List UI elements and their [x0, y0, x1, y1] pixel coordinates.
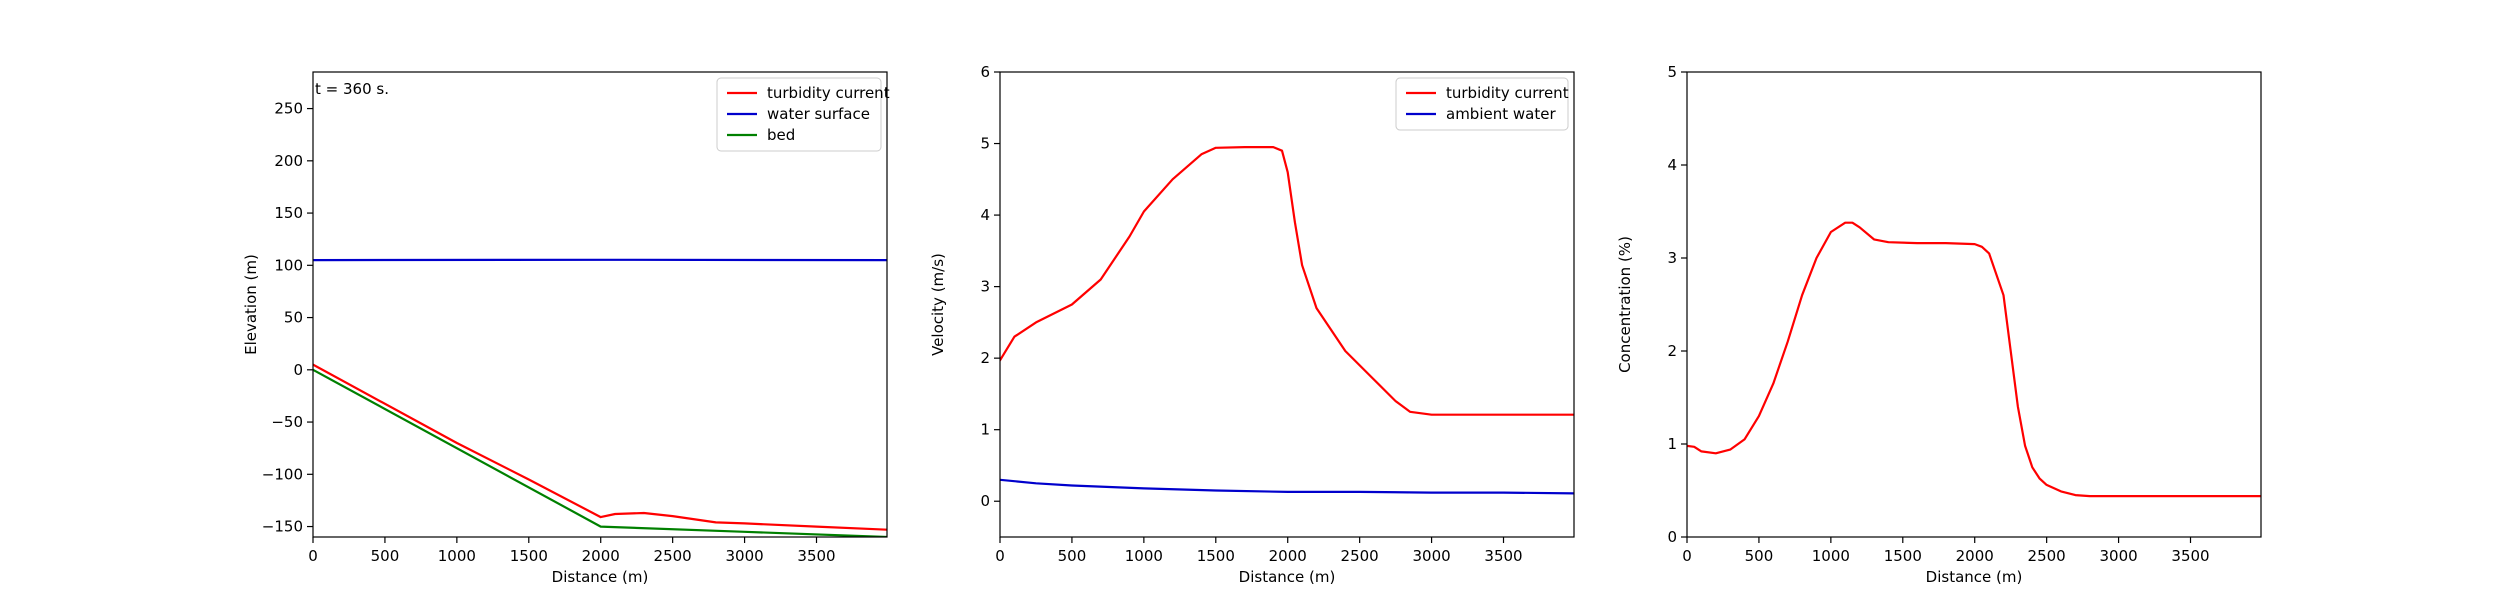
y-tick-label: 100	[274, 256, 303, 274]
y-tick-label: 3	[980, 278, 990, 296]
legend-entry-label: turbidity current	[1446, 84, 1569, 102]
x-axis-label: Distance (m)	[552, 568, 649, 586]
x-tick-label: 3500	[2171, 547, 2209, 565]
legend-entry-label: turbidity current	[767, 84, 890, 102]
concentration-panel: 0 500 1000 1500 2000 2500 3000 3500 0 1 2 3 4 5 Distan…	[1616, 63, 2261, 586]
x-tick-label: 1500	[1197, 547, 1235, 565]
series-line-turbidity-current	[313, 365, 887, 530]
legend: turbidity current ambient water	[1396, 78, 1569, 130]
x-tick-label: 0	[1682, 547, 1692, 565]
y-tick-label: 5	[1667, 63, 1677, 81]
x-tick-label: 500	[371, 547, 400, 565]
y-tick-label: 6	[980, 63, 990, 81]
x-tick-label: 0	[308, 547, 318, 565]
y-tick-label: 4	[980, 206, 990, 224]
y-tick-label: −100	[262, 465, 303, 483]
x-tick-label: 2000	[1269, 547, 1307, 565]
x-tick-label: 1000	[1812, 547, 1850, 565]
y-axis-label: Elevation (m)	[242, 254, 260, 355]
y-tick-label: 5	[980, 135, 990, 153]
y-tick-label: 2	[1667, 342, 1677, 360]
series-line-bed	[313, 370, 887, 537]
x-tick-label: 3000	[2099, 547, 2137, 565]
legend-entry-label: bed	[767, 126, 795, 144]
x-tick-label: 3000	[725, 547, 763, 565]
series-line-turbidity-current	[1000, 147, 1574, 415]
legend: turbidity current water surface bed	[717, 78, 890, 151]
y-axis-label: Concentration (%)	[1616, 236, 1634, 373]
x-tick-label: 2000	[1956, 547, 1994, 565]
x-tick-label: 1500	[1884, 547, 1922, 565]
x-tick-label: 3500	[797, 547, 835, 565]
x-tick-label: 1000	[1125, 547, 1163, 565]
y-tick-label: 250	[274, 100, 303, 118]
x-tick-label: 500	[1745, 547, 1774, 565]
series-group	[1687, 223, 2261, 496]
y-tick-label: 0	[980, 492, 990, 510]
x-tick-label: 0	[995, 547, 1005, 565]
y-tick-label: 200	[274, 152, 303, 170]
y-tick-label: −50	[271, 413, 303, 431]
x-axis-label: Distance (m)	[1926, 568, 2023, 586]
x-tick-label: 2500	[1341, 547, 1379, 565]
y-tick-label: 2	[980, 349, 990, 367]
x-tick-label: 1500	[510, 547, 548, 565]
y-tick-label: 0	[293, 361, 303, 379]
y-tick-label: 1	[1667, 435, 1677, 453]
x-tick-label: 2500	[654, 547, 692, 565]
x-tick-label: 3500	[1484, 547, 1522, 565]
time-annotation: t = 360 s.	[315, 80, 389, 98]
legend-entry-label: ambient water	[1446, 105, 1556, 123]
x-tick-label: 1000	[438, 547, 476, 565]
y-tick-label: 150	[274, 204, 303, 222]
y-tick-label: 1	[980, 421, 990, 439]
y-tick-label: 4	[1667, 156, 1677, 174]
y-tick-label: 50	[284, 309, 303, 327]
x-tick-label: 2000	[582, 547, 620, 565]
x-axis-label: Distance (m)	[1239, 568, 1336, 586]
series-line-concentration	[1687, 223, 2261, 496]
series-group	[313, 260, 887, 537]
axes-frame	[1687, 72, 2261, 537]
y-axis-label: Velocity (m/s)	[929, 253, 947, 356]
legend-entry-label: water surface	[767, 105, 870, 123]
elevation-panel: 0 500 1000 1500 2000 2500 3000 3500 −150 −100 −50 0…	[242, 72, 890, 586]
y-tick-label: −150	[262, 518, 303, 536]
series-group	[1000, 147, 1574, 493]
velocity-panel: 0 500 1000 1500 2000 2500 3000 3500 0 1 2 3 4 5 6 Dista…	[929, 63, 1574, 586]
y-tick-label: 3	[1667, 249, 1677, 267]
x-tick-label: 3000	[1412, 547, 1450, 565]
x-tick-label: 2500	[2028, 547, 2066, 565]
x-tick-label: 500	[1058, 547, 1087, 565]
axes-frame	[1000, 72, 1574, 537]
y-tick-label: 0	[1667, 528, 1677, 546]
series-line-ambient-water	[1000, 480, 1574, 494]
